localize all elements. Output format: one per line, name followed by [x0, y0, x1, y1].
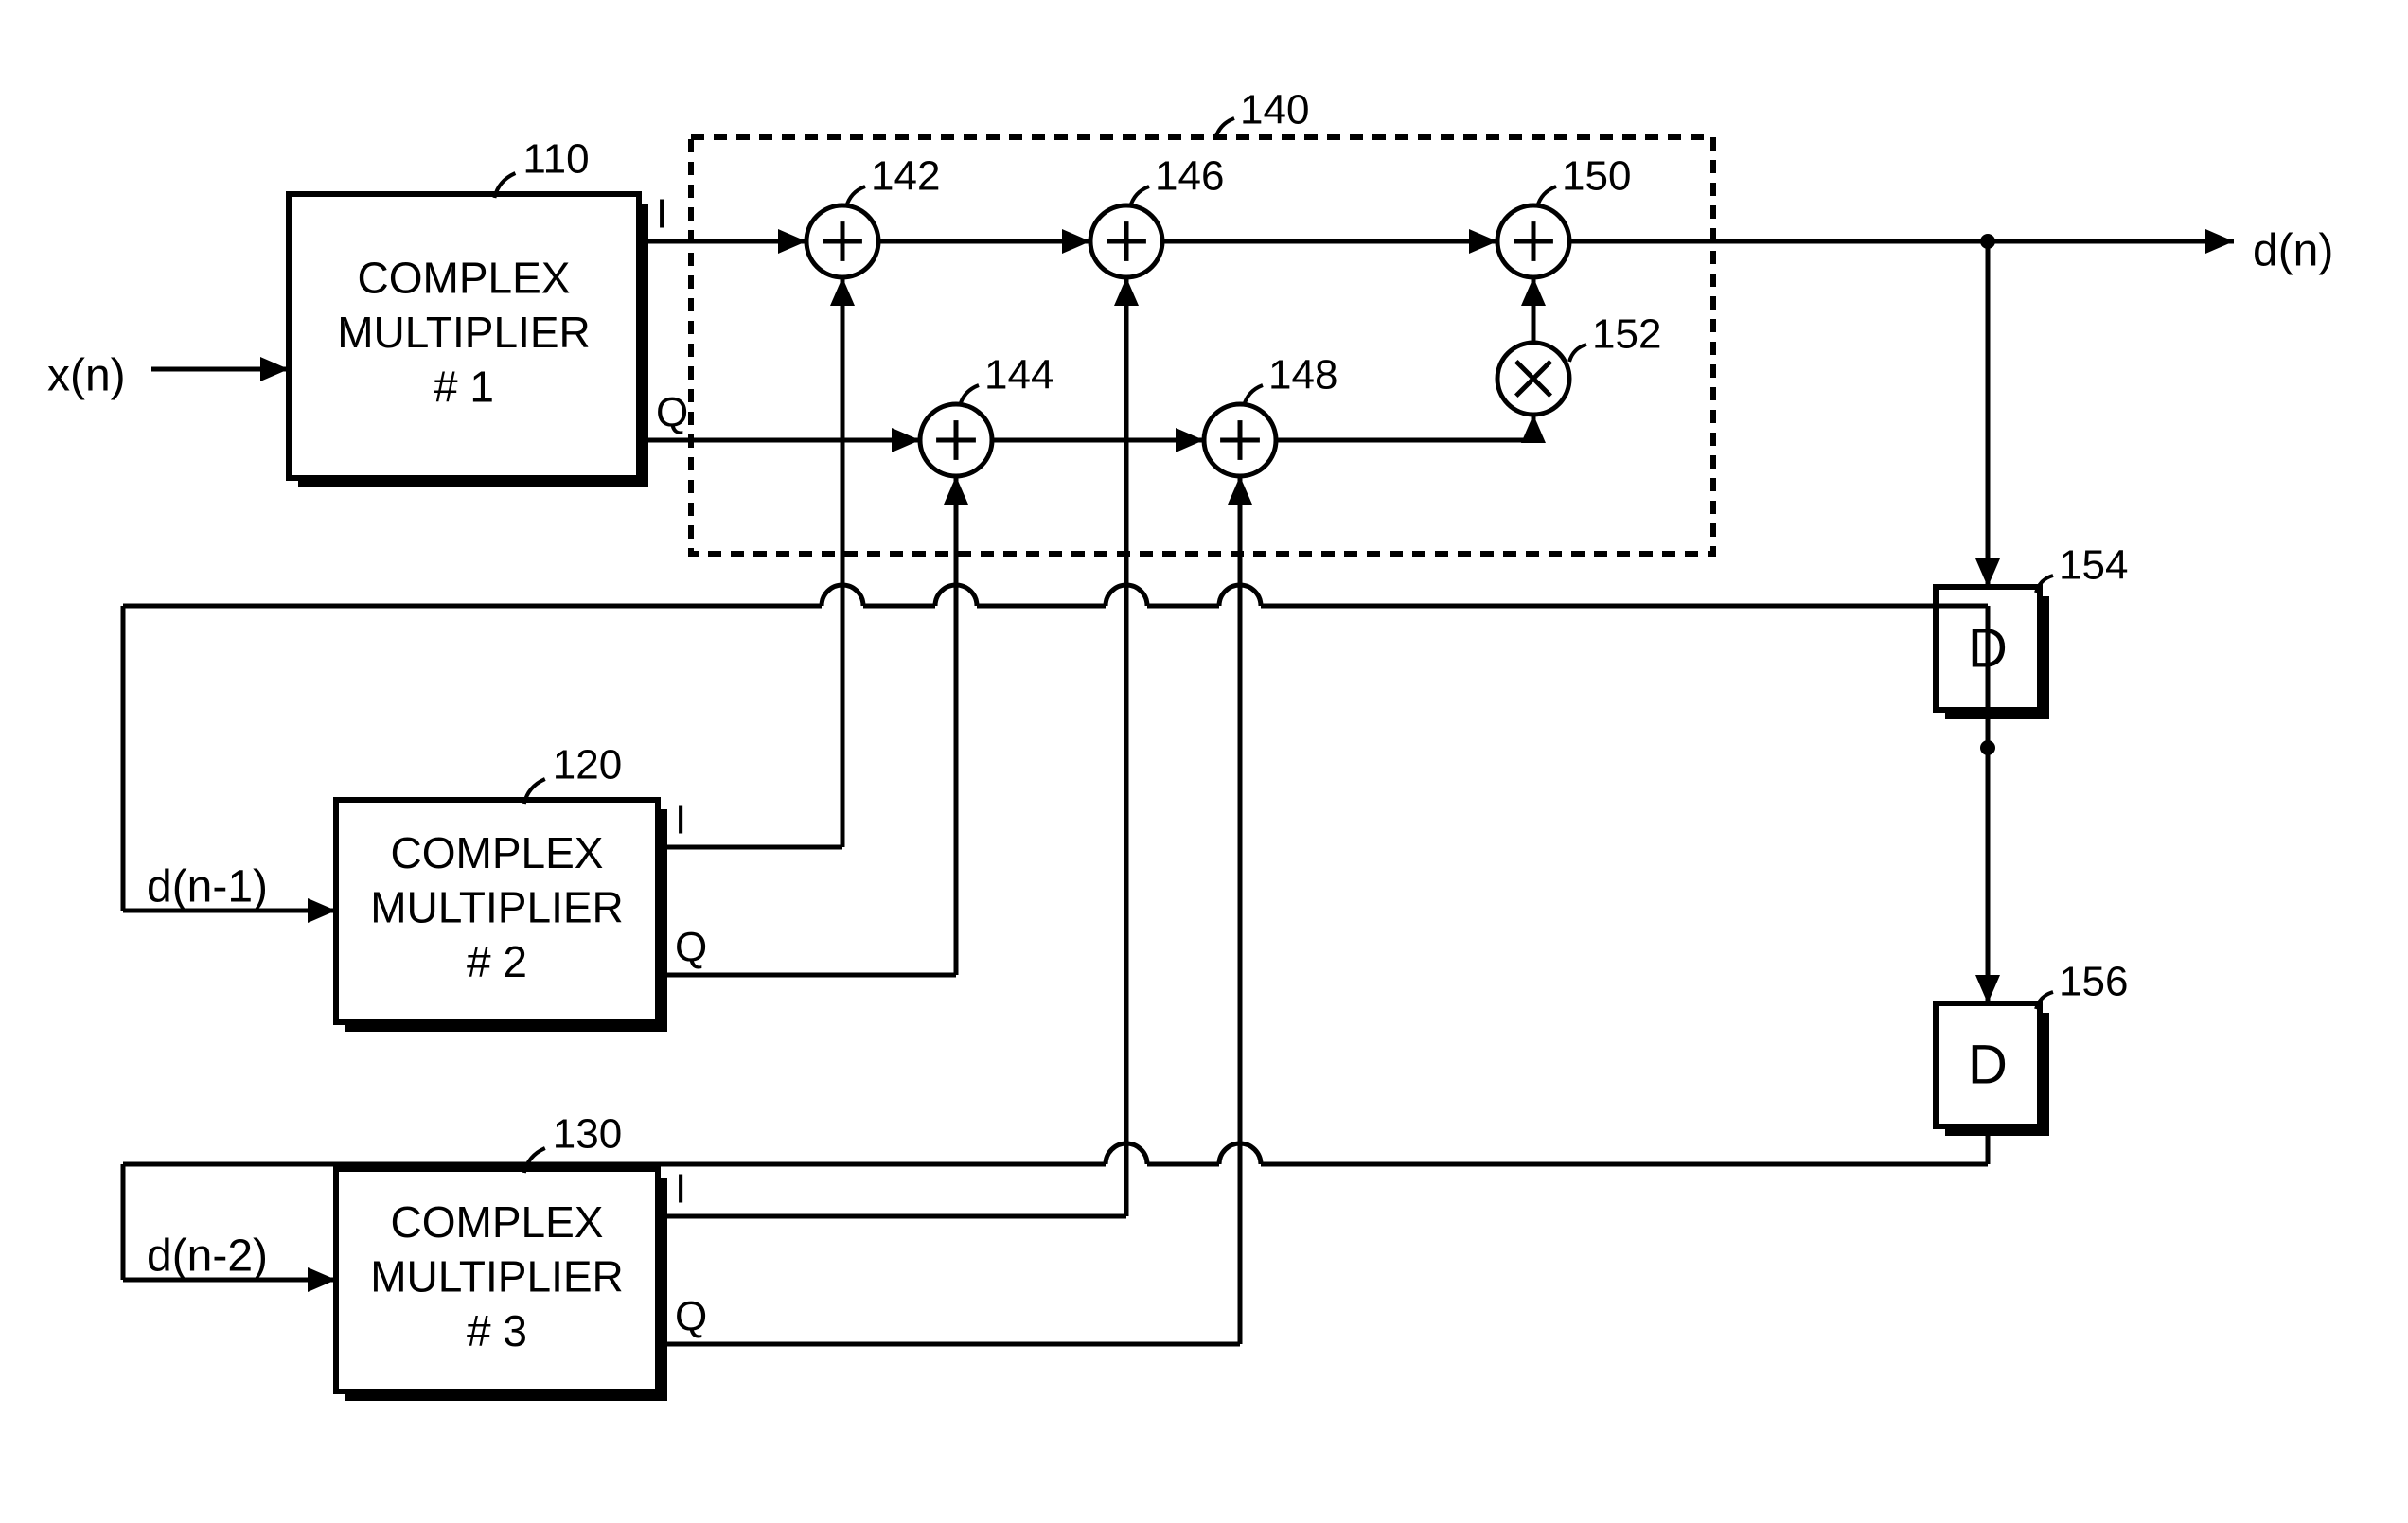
complex-multiplier-3-label-1: MULTIPLIER [370, 1252, 624, 1302]
delay-156-label: D [1968, 1034, 2008, 1095]
complex-multiplier-2-label-2: # 2 [467, 937, 527, 986]
delay-156-ref-leader [2036, 992, 2053, 1009]
cm2-port-q: Q [675, 925, 707, 971]
complex-multiplier-1-label-0: COMPLEX [358, 254, 571, 303]
adder-148-ref-leader [1244, 385, 1263, 406]
complex-multiplier-2-ref: 120 [553, 742, 622, 788]
cm2-port-i: I [675, 797, 686, 843]
complex-multiplier-1-label-1: MULTIPLIER [337, 308, 591, 357]
label-dn-1: d(n-1) [147, 862, 268, 912]
mult-152-ref-leader [1569, 345, 1586, 362]
adder-146-ref-leader [1130, 186, 1149, 207]
cm1-port-i: I [656, 191, 667, 238]
delay-154-ref: 154 [2059, 542, 2128, 589]
cm3-port-i: I [675, 1166, 686, 1213]
adder-144-ref-leader [960, 385, 979, 406]
delay-154-ref-leader [2036, 576, 2053, 593]
label-dout: d(n) [2253, 226, 2333, 276]
adder-150-ref-leader [1537, 186, 1556, 207]
adder-142-ref: 142 [871, 153, 940, 200]
adder-142-ref-leader [846, 186, 865, 207]
complex-multiplier-3-ref: 130 [553, 1111, 622, 1158]
complex-multiplier-1-label-2: # 1 [434, 363, 494, 412]
complex-multiplier-1-ref: 110 [522, 136, 589, 183]
delay-156-ref: 156 [2059, 959, 2128, 1005]
combiner-box-ref: 140 [1240, 87, 1309, 133]
adder-146-ref: 146 [1155, 153, 1224, 200]
mult-152-ref: 152 [1592, 311, 1661, 358]
adder-144-ref: 144 [984, 352, 1054, 398]
label-dn-2: d(n-2) [147, 1231, 268, 1282]
adder-148-ref: 148 [1268, 352, 1337, 398]
cm1-port-q: Q [656, 390, 688, 436]
complex-multiplier-3-label-2: # 3 [467, 1306, 527, 1355]
adder-150-ref: 150 [1562, 153, 1631, 200]
cm3-port-q: Q [675, 1294, 707, 1340]
complex-multiplier-3-label-0: COMPLEX [391, 1197, 604, 1247]
label-xin: x(n) [47, 351, 126, 401]
complex-multiplier-2-label-1: MULTIPLIER [370, 883, 624, 932]
complex-multiplier-2-label-0: COMPLEX [391, 828, 604, 877]
